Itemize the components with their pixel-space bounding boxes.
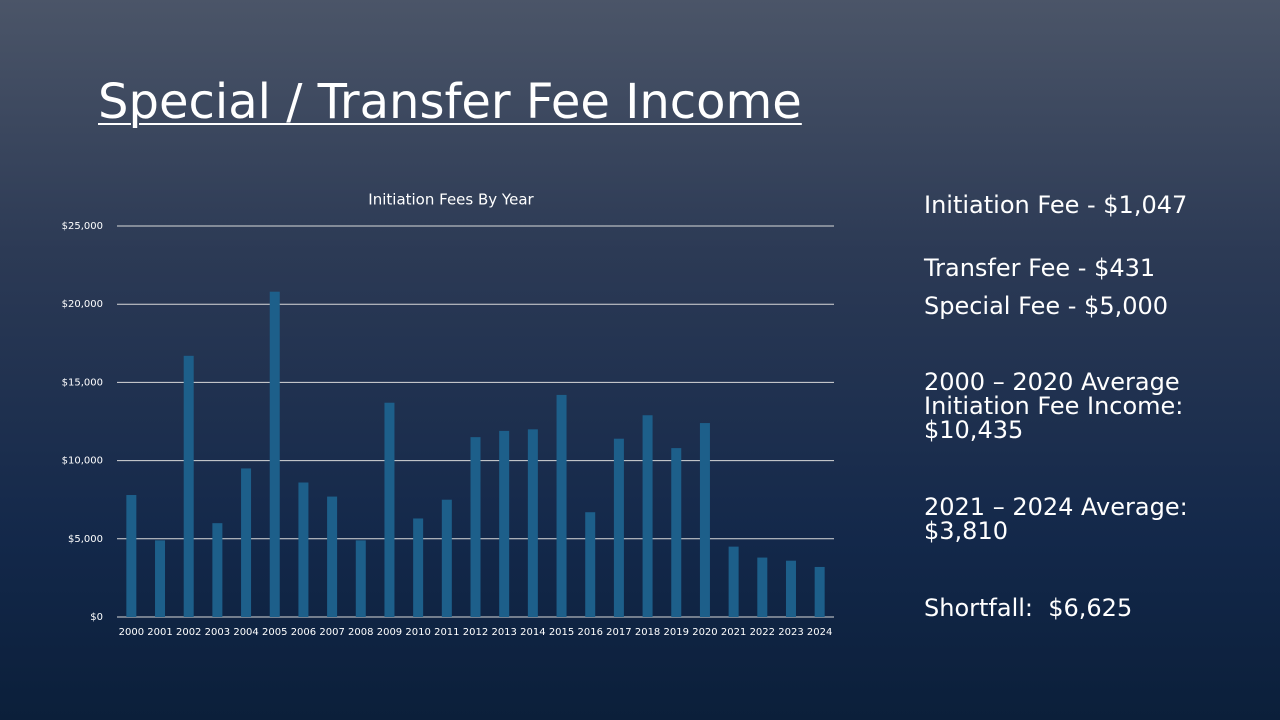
note: Transfer Fee - $431 — [924, 254, 1156, 282]
x-tick-label: 2009 — [377, 627, 402, 638]
chart-title: Initiation Fees By Year — [368, 191, 534, 209]
x-tick-label: 2012 — [463, 627, 488, 638]
note: Special Fee - $5,000 — [924, 292, 1169, 320]
x-tick-label: 2023 — [778, 627, 803, 638]
bar — [183, 355, 194, 617]
bar — [269, 291, 280, 617]
note: Initiation Fee - $1,047 — [924, 191, 1188, 219]
note: 2000 – 2020 Average Initiation Fee Incom… — [924, 368, 1199, 444]
x-tick-label: 2013 — [491, 627, 516, 638]
note: Shortfall: $6,625 — [924, 594, 1133, 622]
y-tick-label: $5,000 — [68, 534, 103, 545]
slide-title: Special / Transfer Fee Income — [98, 74, 802, 130]
bar — [556, 394, 567, 617]
x-tick-label: 2007 — [319, 627, 344, 638]
x-tick-label: 2020 — [692, 627, 717, 638]
bar — [527, 429, 538, 617]
y-tick-label: $25,000 — [62, 221, 103, 232]
x-tick-label: 2021 — [721, 627, 746, 638]
x-tick-label: 2005 — [262, 627, 287, 638]
bar — [470, 437, 481, 617]
note: 2021 – 2024 Average: $3,810 — [924, 493, 1203, 545]
x-tick-label: 2024 — [807, 627, 832, 638]
bar — [441, 499, 452, 617]
x-tick-label: 2019 — [664, 627, 689, 638]
x-tick-label: 2011 — [434, 627, 459, 638]
y-tick-label: $15,000 — [62, 377, 103, 388]
x-tick-label: 2004 — [233, 627, 258, 638]
bar — [671, 448, 682, 617]
x-tick-label: 2006 — [291, 627, 316, 638]
bar — [613, 438, 624, 617]
x-tick-label: 2015 — [549, 627, 574, 638]
x-tick-label: 2010 — [405, 627, 430, 638]
bar — [814, 566, 825, 617]
bar — [212, 523, 223, 617]
x-tick-label: 2008 — [348, 627, 373, 638]
bar — [241, 468, 252, 617]
x-tick-label: 2017 — [606, 627, 631, 638]
bar — [499, 430, 510, 617]
bar — [355, 540, 366, 617]
bar — [585, 512, 596, 617]
bar — [298, 482, 309, 617]
bar — [413, 518, 424, 617]
bar — [155, 540, 166, 617]
x-tick-label: 2001 — [147, 627, 172, 638]
y-tick-label: $10,000 — [62, 456, 103, 467]
bar — [728, 546, 739, 617]
bar — [126, 495, 137, 617]
x-tick-label: 2016 — [577, 627, 602, 638]
x-tick-label: 2014 — [520, 627, 545, 638]
bar — [384, 402, 395, 617]
bar — [642, 415, 653, 617]
x-tick-label: 2018 — [635, 627, 660, 638]
x-tick-label: 2000 — [119, 627, 144, 638]
bar — [699, 423, 710, 617]
bar — [757, 557, 768, 617]
bar — [327, 496, 338, 617]
bar — [785, 560, 796, 617]
x-tick-label: 2022 — [750, 627, 775, 638]
y-tick-label: $0 — [90, 612, 103, 623]
y-tick-label: $20,000 — [62, 299, 103, 310]
x-tick-label: 2003 — [205, 627, 230, 638]
x-tick-label: 2002 — [176, 627, 201, 638]
